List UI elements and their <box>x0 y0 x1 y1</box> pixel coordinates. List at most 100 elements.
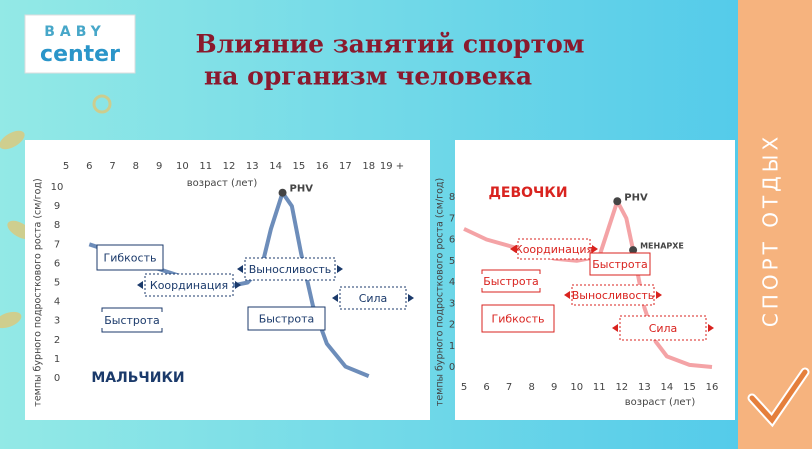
annotation: Гибкость <box>104 252 157 265</box>
x-tick-label: 18 <box>362 161 375 172</box>
x-tick-label: 9 <box>551 382 557 393</box>
x-tick-label: 14 <box>661 382 674 393</box>
x-tick-label: 17 <box>339 161 352 172</box>
y-tick-label: 4 <box>54 297 60 308</box>
arrow <box>235 281 241 289</box>
marker-label: PHV <box>290 184 314 195</box>
y-tick-label: 1 <box>54 354 60 365</box>
y-tick-label: 1 <box>449 341 455 352</box>
y-tick-label: 8 <box>449 192 455 203</box>
label-box <box>96 244 164 271</box>
marker-label: МЕНАРХЕ <box>640 242 684 251</box>
y-tick-label: 9 <box>54 201 60 212</box>
label-box <box>589 252 651 276</box>
panel <box>455 140 735 420</box>
arrow <box>510 245 516 253</box>
x-tick-label: 15 <box>292 161 305 172</box>
y-tick-label: 7 <box>449 213 455 224</box>
y-tick-label: 2 <box>54 335 60 346</box>
label-box <box>144 273 234 297</box>
decor <box>0 94 112 329</box>
x-tick-label: 7 <box>109 161 115 172</box>
chart-title: ДЕВОЧКИ <box>488 185 567 201</box>
annotation: Выносливость <box>572 289 655 302</box>
x-tick-label: 12 <box>223 161 236 172</box>
arrow <box>708 324 714 332</box>
annotation: Сила <box>359 292 388 305</box>
arrow <box>656 291 662 299</box>
y-tick-label: 6 <box>54 258 60 269</box>
y-tick-label: 0 <box>449 362 455 373</box>
y-tick-label: 2 <box>449 320 455 331</box>
arrow <box>332 294 338 302</box>
annotation: Координация <box>515 243 593 256</box>
x-tick-label: 5 <box>461 382 467 393</box>
annotation: Координация <box>150 279 228 292</box>
x-tick-label: 19 + <box>380 161 404 172</box>
x-tick-label: 15 <box>683 382 696 393</box>
x-tick-label: 11 <box>199 161 212 172</box>
label-box <box>339 286 407 310</box>
annotation: Быстрота <box>592 258 648 271</box>
arrow <box>137 281 143 289</box>
label-box <box>244 257 336 281</box>
y-axis-label: темпы бурного подросткового роста (см/го… <box>435 178 446 406</box>
logo-box <box>24 14 136 74</box>
label-box <box>247 306 326 331</box>
marker <box>278 188 287 197</box>
marker <box>629 246 638 255</box>
y-tick-label: 0 <box>54 373 60 384</box>
x-tick-label: 5 <box>63 161 69 172</box>
marker <box>613 197 622 206</box>
y-tick-label: 4 <box>449 277 455 288</box>
arrow <box>612 324 618 332</box>
y-tick-label: 7 <box>54 239 60 250</box>
x-tick-label: 7 <box>506 382 512 393</box>
annotation: Быстрота <box>104 314 160 327</box>
arrow <box>564 291 570 299</box>
arrow <box>408 294 414 302</box>
annotation: Быстрота <box>259 313 315 326</box>
x-tick-label: 10 <box>176 161 189 172</box>
label-box <box>619 315 707 341</box>
x-tick-label: 11 <box>593 382 606 393</box>
x-axis-label: возраст (лет) <box>625 397 696 408</box>
y-tick-label: 3 <box>449 298 455 309</box>
arrow <box>592 245 598 253</box>
annotation: Сила <box>649 322 678 335</box>
x-tick-label: 13 <box>246 161 259 172</box>
x-tick-label: 9 <box>156 161 162 172</box>
check <box>749 369 808 425</box>
y-tick-label: 10 <box>51 182 64 193</box>
y-tick-label: 6 <box>449 235 455 246</box>
bracket <box>101 307 163 333</box>
title: Влияние занятий спортом <box>196 30 585 59</box>
x-tick-label: 8 <box>528 382 534 393</box>
x-tick-label: 14 <box>269 161 282 172</box>
y-axis-label: темпы бурного подросткового роста (см/го… <box>33 178 44 406</box>
x-tick-label: 10 <box>570 382 583 393</box>
x-tick-label: 8 <box>133 161 139 172</box>
label-box <box>481 304 555 333</box>
x-tick-label: 6 <box>86 161 92 172</box>
logo-top: BABY <box>44 24 106 40</box>
sidebar-text: СПОРТ ОТДЫХ <box>759 133 783 327</box>
label-box <box>571 284 655 306</box>
y-tick-label: 8 <box>54 220 60 231</box>
x-tick-label: 13 <box>638 382 651 393</box>
arrow <box>337 265 343 273</box>
label-box <box>517 238 591 260</box>
annotation: Выносливость <box>249 263 332 276</box>
x-axis-label: возраст (лет) <box>187 178 258 189</box>
chart-title: МАЛЬЧИКИ <box>91 370 184 386</box>
y-tick-label: 3 <box>54 316 60 327</box>
y-tick-label: 5 <box>449 256 455 267</box>
arrow <box>237 265 243 273</box>
x-tick-label: 12 <box>615 382 628 393</box>
annotation: Гибкость <box>492 313 545 326</box>
annotation: Быстрота <box>483 275 539 288</box>
logo-bottom: center <box>40 42 120 67</box>
x-tick-label: 16 <box>316 161 329 172</box>
x-tick-label: 16 <box>706 382 719 393</box>
